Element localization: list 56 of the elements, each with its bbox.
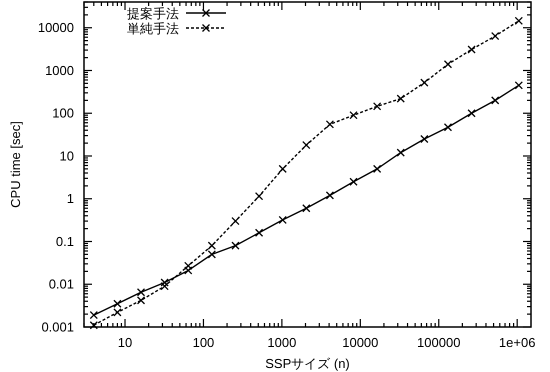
point [113, 308, 122, 317]
x-tick-label: 100 [192, 335, 214, 350]
point [254, 228, 264, 237]
y-tick-label: 10 [60, 148, 74, 164]
point [420, 78, 429, 87]
y-axis-title: CPU time [sec] [8, 121, 23, 208]
y-tick-label: 1000 [45, 62, 74, 78]
point [349, 178, 358, 186]
point [396, 94, 405, 103]
point [184, 262, 192, 270]
y-tick-label: 0.01 [48, 276, 74, 292]
point [372, 164, 382, 174]
point [444, 60, 452, 68]
y-tick-label: 0.001 [41, 320, 74, 334]
x-tick-label: 100000 [417, 335, 460, 350]
point [113, 300, 122, 308]
point [326, 120, 334, 128]
point [278, 164, 287, 174]
point [302, 204, 310, 212]
x-tick-label: 1000 [267, 335, 296, 350]
point [160, 278, 169, 287]
point [396, 148, 405, 157]
point [420, 134, 429, 144]
point [326, 191, 334, 200]
point [208, 241, 216, 250]
point [491, 32, 500, 40]
y-tick-label: 1 [66, 191, 74, 206]
point [90, 321, 98, 330]
x-tick-label: 10 [118, 335, 132, 350]
x-axis-title: SSPサイズ (n) [265, 356, 350, 371]
point [278, 216, 287, 224]
y-tick-label: 0.1 [56, 234, 74, 249]
point [254, 192, 264, 200]
point [136, 288, 146, 296]
y-tick-label: 100 [52, 106, 74, 121]
point [208, 250, 216, 259]
point [467, 109, 476, 118]
point [372, 102, 382, 110]
point [514, 81, 523, 90]
x-tick-label: 10000 [342, 335, 378, 350]
point [160, 282, 169, 290]
legend-label: 提案手法 [127, 6, 179, 22]
x-tick-label: 1e+06 [498, 335, 536, 350]
legend-label: 単純手法 [127, 22, 179, 37]
point [136, 296, 146, 305]
point [231, 241, 240, 250]
point [302, 140, 310, 150]
point [491, 96, 500, 105]
point [467, 45, 476, 54]
y-tick-label: 10000 [38, 20, 74, 36]
point [90, 310, 98, 320]
point [514, 16, 523, 25]
point [349, 111, 358, 120]
point [231, 216, 240, 226]
point [444, 123, 452, 132]
point [184, 266, 192, 275]
